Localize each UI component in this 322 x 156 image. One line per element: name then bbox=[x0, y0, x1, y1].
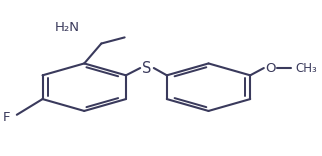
Text: F: F bbox=[3, 111, 11, 124]
Text: S: S bbox=[142, 61, 152, 76]
Text: H₂N: H₂N bbox=[54, 21, 80, 34]
Text: O: O bbox=[265, 61, 276, 75]
Text: CH₃: CH₃ bbox=[296, 61, 317, 75]
